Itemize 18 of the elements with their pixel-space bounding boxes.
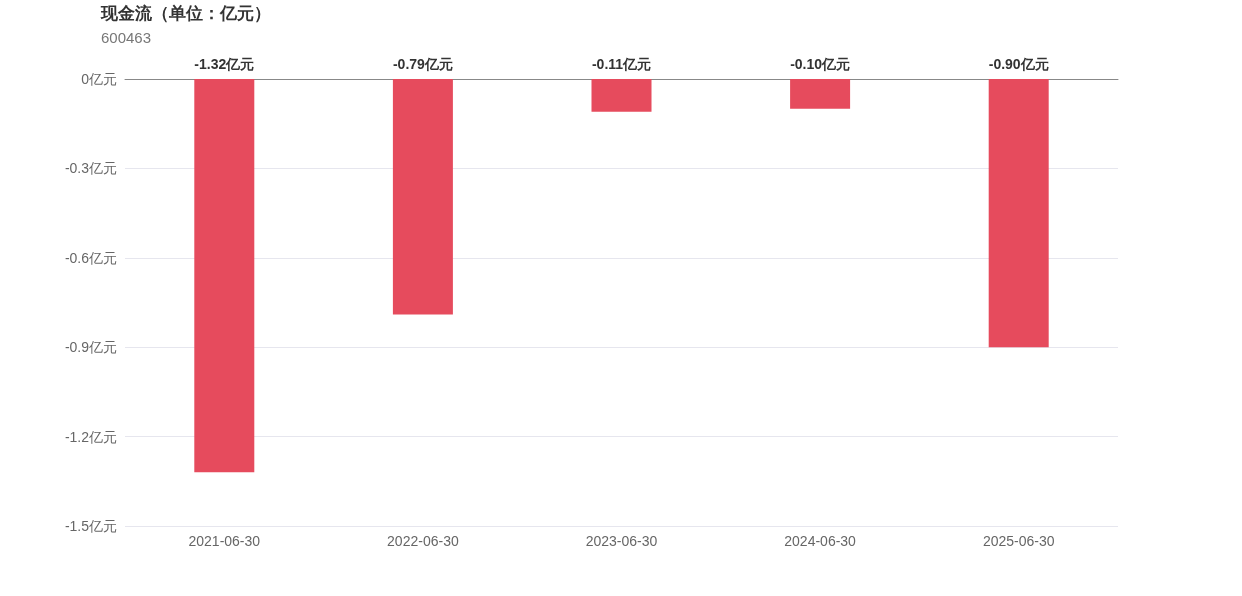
data-label: -0.90亿元	[988, 56, 1049, 72]
x-tick-label: 2025-06-30	[982, 533, 1055, 549]
data-label: -0.10亿元	[790, 56, 851, 72]
data-label: -0.11亿元	[591, 56, 652, 72]
data-label: -0.79亿元	[392, 56, 453, 72]
data-label: -1.32亿元	[194, 56, 255, 72]
y-tick-label: 0亿元	[81, 71, 117, 87]
y-tick-label: -0.6亿元	[64, 249, 117, 266]
y-tick-label: -0.3亿元	[64, 160, 117, 177]
x-tick-label: 2024-06-30	[784, 533, 857, 549]
y-tick-label: -0.9亿元	[64, 339, 117, 356]
x-tick-label: 2023-06-30	[585, 533, 658, 549]
chart-title: 现金流（单位：亿元）	[100, 4, 271, 23]
x-tick-label: 2022-06-30	[387, 533, 459, 549]
y-tick-label: -1.2亿元	[64, 428, 117, 445]
chart-subtitle: 600463	[101, 29, 152, 46]
x-tick-label: 2021-06-30	[188, 533, 261, 549]
y-tick-label: -1.5亿元	[64, 518, 117, 534]
